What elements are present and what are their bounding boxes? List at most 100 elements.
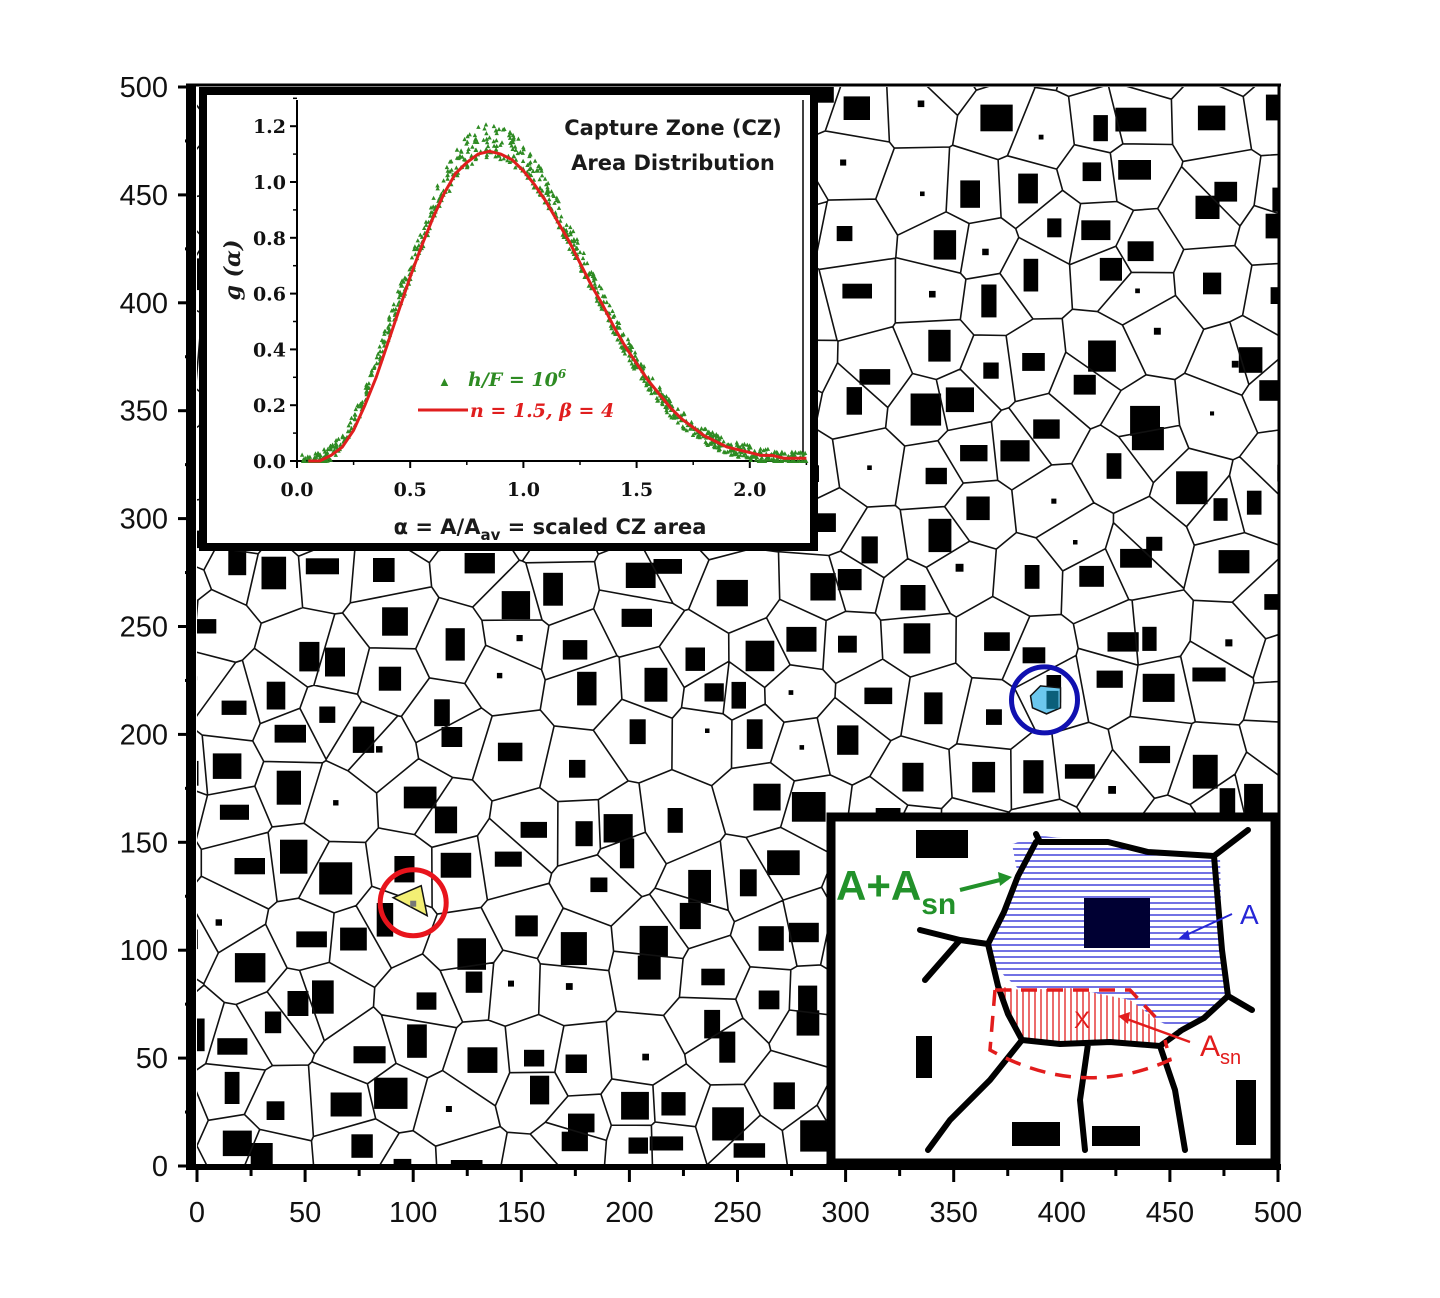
inset-y-label: g (α) [220,240,246,301]
island [1218,550,1250,574]
island [525,1174,533,1182]
island [903,623,931,654]
island [197,676,198,681]
island [1000,440,1030,462]
inset-title-line2: Area Distribution [571,151,775,175]
island [445,628,465,661]
island [460,38,480,67]
island [1120,548,1152,568]
x-tick-label: 100 [389,1197,437,1229]
island [1093,115,1108,142]
island [1135,50,1161,68]
island [373,558,395,582]
island [928,329,951,362]
island [352,726,375,753]
island [166,572,188,601]
x-tick-label: 150 [497,1197,545,1229]
arrowhead-a-icon [1178,930,1190,940]
island [972,761,996,793]
island [160,1103,183,1128]
island [837,725,859,755]
island [1115,107,1147,132]
island [376,746,383,753]
island [1272,187,1278,212]
island [577,671,597,706]
neighbor-region-dashed-outline [988,988,1173,1080]
island [786,626,817,652]
island [266,681,286,710]
island [464,553,495,574]
label-area-asn: Asn [1200,1030,1241,1069]
island [719,48,746,71]
island [393,1158,412,1166]
island [1142,626,1157,651]
island [817,513,836,532]
x-tick-label: 200 [605,1197,653,1229]
island [1022,647,1046,664]
island [745,640,775,672]
island [629,719,646,745]
y-tick-label: 250 [120,612,168,644]
island [217,1038,248,1055]
legend-triangle-icon: ▲ [438,374,451,389]
island [165,41,184,57]
y-tick-label: 150 [120,827,168,859]
island [266,1101,285,1120]
island [154,987,158,991]
island [810,573,836,601]
island [283,52,305,85]
island [1244,783,1263,815]
island [625,562,656,588]
island [960,180,980,208]
island [961,41,993,67]
fit-curve [308,149,807,463]
island [649,1136,684,1151]
island [1073,374,1096,395]
inset-x-tick-label: 1.5 [620,479,653,501]
island [312,980,334,1014]
island [568,1113,595,1133]
zoom-inset-border [826,812,1280,1168]
island [325,647,345,677]
island [445,1106,452,1112]
island [767,850,800,876]
island [1107,632,1139,652]
island [981,284,997,318]
island [333,800,339,806]
island [1225,639,1233,647]
island [716,579,748,607]
island [434,806,458,834]
island [508,980,514,987]
island [1246,490,1262,515]
island [1099,257,1122,281]
inset-y-tick-label: 0.8 [253,228,286,250]
island [1236,1080,1256,1145]
inset-y-tick-label: 0.0 [253,451,286,473]
island [1210,411,1215,416]
island [136,261,166,281]
island [416,992,437,1010]
island [1259,380,1278,401]
y-tick-label: 200 [120,719,168,751]
inset-y-tick-label: 0.6 [253,284,286,306]
island [441,727,463,747]
island [1228,45,1244,77]
island [212,753,242,779]
island [661,1092,686,1116]
island [861,536,878,564]
arrow-area-asn-icon [1123,1016,1191,1044]
island [276,770,301,805]
island [159,122,178,156]
island [1176,471,1208,505]
inset-title-line1: Capture Zone (CZ) [564,116,782,140]
island [280,839,308,874]
island [565,983,573,990]
island [739,869,757,897]
island [1203,272,1222,295]
island [520,821,547,838]
island [966,496,990,521]
island [1153,327,1161,335]
y-axis-tick-labels: 0 50 100 150 200 250 300 350 400 450 500 [120,72,168,1183]
island [1047,218,1062,238]
y-tick-label: 100 [120,935,168,967]
